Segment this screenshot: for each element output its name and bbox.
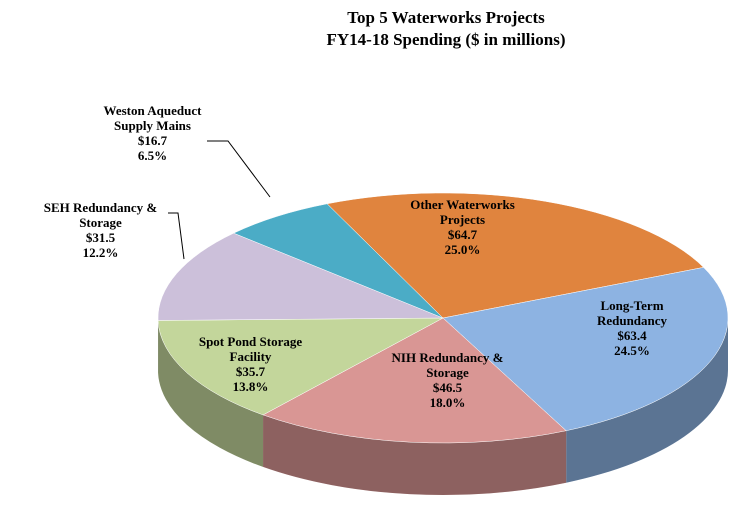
slice [157,317,444,416]
slice-side-shade [158,320,264,467]
slice [262,317,567,444]
slice-label: NIH Redundancy & Storage $46.5 18.0% [380,350,515,410]
slice-name: NIH Redundancy & Storage [391,350,504,380]
slice-side [263,414,567,495]
slice-name: Spot Pond Storage Facility [198,334,303,364]
slice-label: Weston Aqueduct Supply Mains $16.7 6.5% [95,103,210,163]
slice-side-shade [263,414,567,495]
slice-value: $46.5 [432,380,463,395]
slice-value: $35.7 [235,364,266,379]
slice [326,192,705,319]
slice-name: SEH Redundancy & Storage [43,200,158,230]
slice-percent: 18.0% [429,395,466,410]
slice-label: Long-Term Redundancy $63.4 24.5% [577,298,687,358]
slice-value: $31.5 [85,230,116,245]
slice-value: $16.7 [137,133,168,148]
slice-name: Long-Term Redundancy [596,298,668,328]
slice-side [158,320,264,467]
slice [442,267,729,431]
slice-side-shade [566,318,728,483]
slice-percent: 6.5% [137,148,168,163]
slice-name: Other Waterworks Projects [410,197,515,227]
slice-side [566,318,728,483]
leader-line [168,212,185,260]
slice-name: Weston Aqueduct Supply Mains [103,103,202,133]
slice-label: SEH Redundancy & Storage $31.5 12.2% [38,200,163,260]
leader-line [207,140,271,198]
slice-value: $63.4 [617,328,647,343]
slice-percent: 13.8% [232,379,269,394]
chart-title: Top 5 Waterworks Projects [347,8,545,27]
slice-percent: 24.5% [614,343,650,358]
slice [233,203,444,319]
slice-percent: 25.0% [444,242,481,257]
chart-subtitle: FY14-18 Spending ($ in millions) [326,30,566,49]
slice [157,232,444,321]
slice-percent: 12.2% [82,245,119,260]
slice-label: Other Waterworks Projects $64.7 25.0% [400,197,525,257]
slice-value: $64.7 [447,227,478,242]
slice-label: Spot Pond Storage Facility $35.7 13.8% [183,334,318,394]
